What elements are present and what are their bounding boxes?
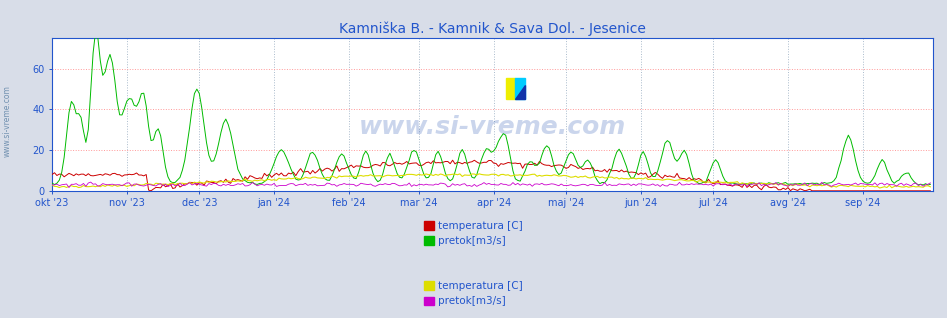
Bar <box>515 78 525 99</box>
Legend: temperatura [C], pretok[m3/s]: temperatura [C], pretok[m3/s] <box>424 221 523 246</box>
Bar <box>506 78 515 99</box>
Polygon shape <box>515 85 525 99</box>
Text: www.si-vreme.com: www.si-vreme.com <box>3 85 12 157</box>
Text: www.si-vreme.com: www.si-vreme.com <box>359 115 626 139</box>
Legend: temperatura [C], pretok[m3/s]: temperatura [C], pretok[m3/s] <box>424 281 523 307</box>
Title: Kamniška B. - Kamnik & Sava Dol. - Jesenice: Kamniška B. - Kamnik & Sava Dol. - Jesen… <box>339 21 646 36</box>
